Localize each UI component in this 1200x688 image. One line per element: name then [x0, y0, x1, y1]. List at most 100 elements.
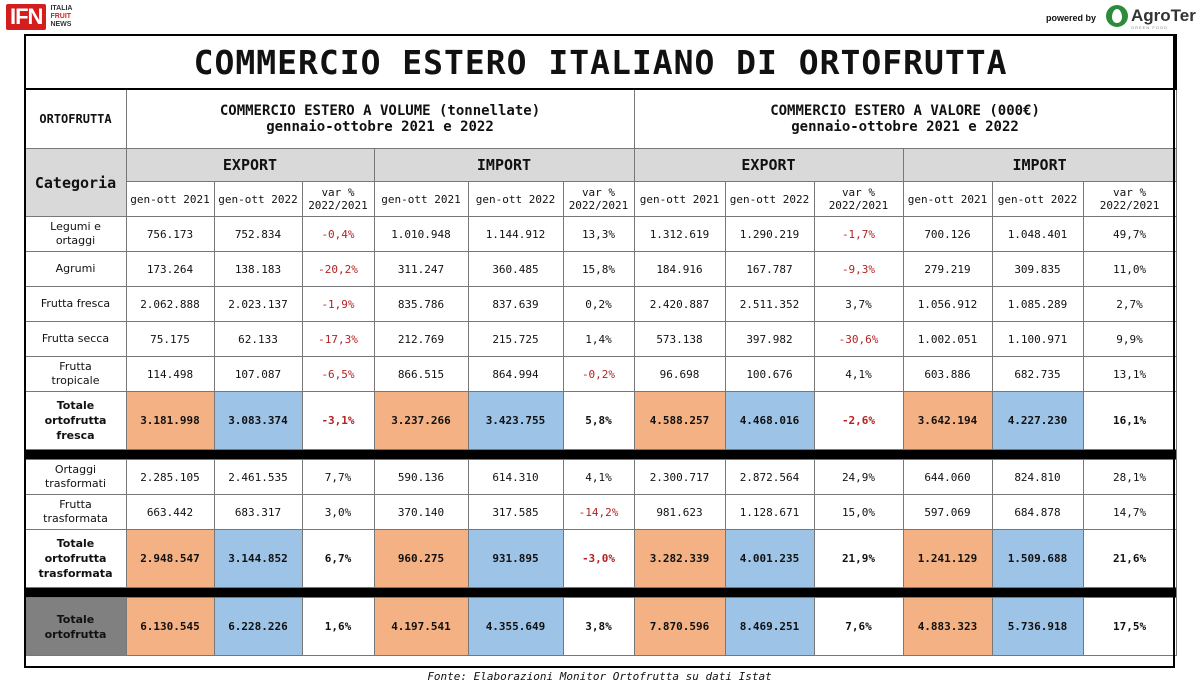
col-header-2022: gen-ott 2022: [213, 181, 303, 217]
var-cell: 49,7%: [1082, 216, 1177, 252]
ortofrutta-header: ORTOFRUTTA: [24, 88, 127, 149]
row-label-line: ortofrutta: [44, 552, 107, 565]
value-cell: 62.133: [213, 321, 303, 357]
row-label-line: ortofrutta: [44, 627, 107, 641]
value-cell: 2.511.352: [724, 286, 815, 322]
value-cell: 4.468.016: [724, 391, 815, 450]
value-cell: 6.130.545: [125, 597, 215, 656]
var-cell: 3,8%: [562, 597, 635, 656]
value-cell: 684.878: [991, 494, 1084, 530]
value-cell: 4.355.649: [467, 597, 564, 656]
value-cell: 100.676: [724, 356, 815, 392]
row-label-line: Ortaggi: [54, 463, 97, 476]
agroter-tagline: GREEN FOOD: [1131, 25, 1168, 30]
ifn-sub-line-1: ITALIA: [50, 5, 73, 12]
value-cell: 4.001.235: [724, 529, 815, 588]
table-row: Ortaggi trasformati 2.285.105 2.461.535 7,7%…: [24, 459, 1177, 495]
row-label-line: trasformata: [38, 567, 113, 580]
value-cell: 3.423.755: [467, 391, 564, 450]
value-cell: 107.087: [213, 356, 303, 392]
row-label-line: Frutta secca: [41, 332, 110, 345]
row-label-line: tropicale: [51, 374, 100, 387]
total-row: Totale ortofrutta trasformata 2.948.547 3.14…: [24, 529, 1177, 588]
value-cell: 3.181.998: [125, 391, 215, 450]
var-cell: 4,1%: [562, 459, 635, 495]
value-cell: 5.736.918: [991, 597, 1084, 656]
col-header-var-line2: 2022/2021: [568, 199, 629, 212]
var-cell: 1,6%: [301, 597, 375, 656]
ifn-logo: IFN ITALIA FRUIT NEWS: [6, 4, 73, 30]
value-cell: 1.128.671: [724, 494, 815, 530]
value-header-title: COMMERCIO ESTERO A VALORE (000€): [770, 103, 1040, 119]
page-title: COMMERCIO ESTERO ITALIANO DI ORTOFRUTTA: [23, 34, 1178, 90]
var-cell: -1,9%: [301, 286, 375, 322]
row-label-line: Frutta: [59, 360, 92, 373]
value-cell: 3.083.374: [213, 391, 303, 450]
value-cell: 931.895: [467, 529, 564, 588]
value-cell: 8.469.251: [724, 597, 815, 656]
var-cell: 15,0%: [813, 494, 904, 530]
col-header-var: var % 2022/2021: [813, 181, 904, 217]
value-cell: 614.310: [467, 459, 564, 495]
var-cell: 17,5%: [1082, 597, 1177, 656]
col-header-2022: gen-ott 2022: [991, 181, 1084, 217]
value-cell: 824.810: [991, 459, 1084, 495]
ifn-sub-line-2: FRUIT: [50, 13, 72, 20]
table-row: Frutta trasformata 663.442 683.317 3,0% 370.1…: [24, 494, 1177, 530]
value-cell: 2.948.547: [125, 529, 215, 588]
source-note: Fonte: Elaborazioni Monitor Ortofrutta s…: [427, 670, 772, 683]
value-import-header: IMPORT: [902, 148, 1177, 182]
value-cell: 7.870.596: [633, 597, 726, 656]
ifn-sub-line-3: NEWS: [50, 21, 72, 28]
table-frame: [24, 34, 1175, 668]
value-cell: 835.786: [373, 286, 469, 322]
value-cell: 4.883.323: [902, 597, 993, 656]
var-cell: 6,7%: [301, 529, 375, 588]
row-label: Frutta secca: [24, 321, 127, 357]
value-cell: 597.069: [902, 494, 993, 530]
value-cell: 1.144.912: [467, 216, 564, 252]
value-cell: 360.485: [467, 251, 564, 287]
var-cell: 14,7%: [1082, 494, 1177, 530]
var-cell: 2,7%: [1082, 286, 1177, 322]
value-cell: 370.140: [373, 494, 469, 530]
var-cell: -1,7%: [813, 216, 904, 252]
row-label-line: trasformati: [44, 477, 107, 490]
col-header-2021: gen-ott 2021: [633, 181, 726, 217]
var-cell: -0,2%: [562, 356, 635, 392]
column-subheader-row: gen-ott 2021 gen-ott 2022 var % 2022/2021 ge…: [25, 181, 1177, 217]
value-cell: 663.442: [125, 494, 215, 530]
col-header-var: var % 2022/2021: [1082, 181, 1177, 217]
var-cell: 5,8%: [562, 391, 635, 450]
value-cell: 317.585: [467, 494, 564, 530]
value-cell: 138.183: [213, 251, 303, 287]
value-cell: 96.698: [633, 356, 726, 392]
row-label-line: Totale: [56, 537, 95, 550]
var-cell: -9,3%: [813, 251, 904, 287]
volume-header: COMMERCIO ESTERO A VOLUME (tonnellate) g…: [125, 88, 635, 149]
leaf-icon: [1106, 5, 1128, 27]
category-header: Categoria: [24, 148, 127, 217]
value-cell: 1.002.051: [902, 321, 993, 357]
table-row: Legumi e ortaggi 756.173 752.834 -0,4% 1.010.…: [24, 216, 1177, 252]
var-cell: 0,2%: [562, 286, 635, 322]
col-header-var-line2: 2022/2021: [1099, 199, 1160, 212]
value-cell: 864.994: [467, 356, 564, 392]
col-header-var-line2: 2022/2021: [828, 199, 889, 212]
value-cell: 279.219: [902, 251, 993, 287]
var-cell: 3,7%: [813, 286, 904, 322]
value-cell: 837.639: [467, 286, 564, 322]
row-label-line: trasformata: [43, 512, 108, 525]
value-cell: 4.588.257: [633, 391, 726, 450]
col-header-var-line1: var %: [1112, 186, 1147, 199]
value-cell: 603.886: [902, 356, 993, 392]
volume-header-title: COMMERCIO ESTERO A VOLUME (tonnellate): [219, 103, 541, 119]
value-cell: 6.228.226: [213, 597, 303, 656]
value-cell: 683.317: [213, 494, 303, 530]
value-cell: 2.300.717: [633, 459, 726, 495]
value-cell: 3.237.266: [373, 391, 469, 450]
col-header-var-line1: var %: [841, 186, 876, 199]
agroter-logo: AgroTer GREEN FOOD: [1106, 5, 1196, 30]
value-header-period: gennaio-ottobre 2021 e 2022: [791, 119, 1019, 135]
col-header-2022: gen-ott 2022: [467, 181, 564, 217]
